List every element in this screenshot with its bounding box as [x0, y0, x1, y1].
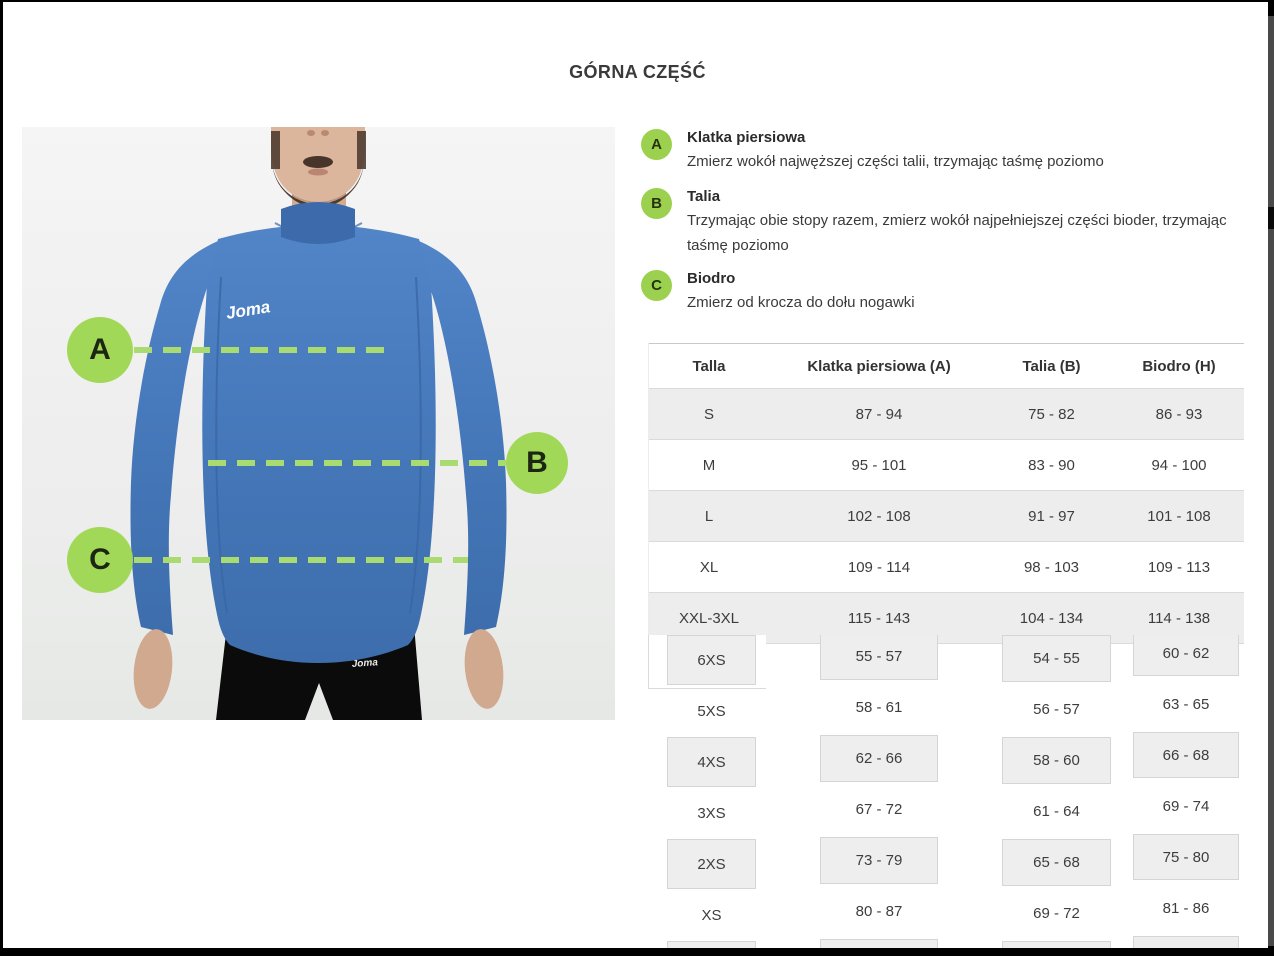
range-value: 86 - 93 — [1114, 388, 1244, 440]
marker-a: A — [67, 317, 133, 383]
model-illustration: Joma — [130, 127, 507, 720]
right-hand — [464, 629, 504, 709]
legend-title-b: Talia — [687, 188, 721, 205]
legend-circle-a: A — [641, 129, 672, 160]
range-value: 87 - 94 — [769, 388, 989, 440]
range-box: 81 - 86 — [1162, 899, 1210, 917]
range-box: 75 - 80 — [1133, 834, 1239, 880]
col-header-chest: Klatka piersiowa (A) — [769, 343, 989, 389]
shorts-logo: Joma — [351, 657, 378, 670]
size-label-box: 3XS — [697, 804, 726, 822]
cutoff-row-strip — [1133, 936, 1239, 948]
size-label: XL — [649, 541, 769, 593]
legend-item-b: B Talia Trzymając obie stopy razem, zmie… — [641, 186, 1241, 258]
collar — [281, 202, 355, 244]
col-header-waist: Talia (B) — [989, 343, 1114, 389]
col-header-size: Talla — [649, 343, 769, 389]
range-value: 91 - 97 — [989, 490, 1114, 542]
size-row: L 102 - 108 91 - 97 101 - 108 — [649, 490, 1244, 542]
size-label: L — [649, 490, 769, 542]
range-box: 58 - 61 — [855, 699, 903, 716]
range-value: 94 - 100 — [1114, 439, 1244, 491]
range-value: 95 - 101 — [769, 439, 989, 491]
cutoff-row-strip — [667, 941, 756, 948]
table-header-row: Talla Klatka piersiowa (A) Talia (B) Bio… — [649, 343, 1244, 389]
legend-desc-a: Zmierz wokół najwęższej części talii, tr… — [687, 153, 1104, 170]
range-box: 63 - 65 — [1162, 695, 1210, 713]
browser-scrollbar[interactable] — [1268, 2, 1274, 956]
range-box: 61 - 64 — [1033, 803, 1080, 820]
range-box: 73 - 79 — [820, 837, 938, 884]
dash-line-b — [208, 460, 506, 466]
dash-line-a — [134, 347, 386, 353]
legend-circle-b: B — [641, 188, 672, 219]
size-table: Talla Klatka piersiowa (A) Talia (B) Bio… — [648, 343, 1244, 644]
left-hand — [133, 629, 173, 709]
size-row: M 95 - 101 83 - 90 94 - 100 — [649, 439, 1244, 491]
range-value: 101 - 108 — [1114, 490, 1244, 542]
range-value: 83 - 90 — [989, 439, 1114, 491]
size-label-box: 5XS — [697, 702, 726, 720]
range-value: 98 - 103 — [989, 541, 1114, 593]
legend-desc-c: Zmierz od krocza do dołu nogawki — [687, 294, 915, 311]
legend-desc-b: Trzymając obie stopy razem, zmierz wokół… — [687, 212, 1227, 254]
size-label-box: 2XS — [667, 839, 756, 889]
legend-item-c: C Biodro Zmierz od krocza do dołu nogawk… — [641, 268, 1241, 315]
range-value: 102 - 108 — [769, 490, 989, 542]
range-box: 67 - 72 — [855, 801, 903, 818]
dash-line-c — [134, 557, 468, 563]
size-label-box: XS — [701, 906, 722, 924]
scrollbar-thumb[interactable] — [1268, 207, 1274, 229]
range-value: 109 - 114 — [769, 541, 989, 593]
range-box: 80 - 87 — [855, 903, 903, 920]
range-box: 69 - 74 — [1162, 797, 1210, 815]
size-label: M — [649, 439, 769, 491]
frame-bottom-bar — [3, 948, 1274, 956]
range-box: 60 - 62 — [1133, 635, 1239, 676]
size-row: S 87 - 94 75 - 82 86 - 93 — [649, 388, 1244, 440]
col-header-hip: Biodro (H) — [1114, 343, 1244, 389]
right-sleeve — [419, 241, 507, 635]
marker-c: C — [67, 527, 133, 593]
marker-b: B — [506, 432, 568, 494]
cutoff-row-strip — [1002, 941, 1111, 948]
range-box: 58 - 60 — [1002, 737, 1111, 784]
range-box: 62 - 66 — [820, 735, 938, 782]
range-value: 75 - 82 — [989, 388, 1114, 440]
legend-title-a: Klatka piersiowa — [687, 129, 806, 146]
size-label: S — [649, 388, 769, 440]
legend-item-a: A Klatka piersiowa Zmierz wokół najwęższ… — [641, 127, 1241, 174]
xs-size-grid: 6XS 55 - 57 54 - 55 60 - 62 5XS 58 - 61 56 - 5… — [648, 635, 1243, 948]
cutoff-row-strip — [820, 939, 938, 948]
range-box: 65 - 68 — [1002, 839, 1111, 886]
range-box: 69 - 72 — [1033, 905, 1080, 922]
range-box: 56 - 57 — [1033, 701, 1080, 718]
range-box: 54 - 55 — [1002, 635, 1111, 682]
range-box: 55 - 57 — [820, 635, 938, 680]
size-label-box: 6XS — [667, 635, 756, 685]
size-label-box: 4XS — [667, 737, 756, 787]
shirt-torso — [202, 225, 436, 663]
legend-title-c: Biodro — [687, 270, 736, 287]
range-box: 66 - 68 — [1133, 732, 1239, 778]
range-value: 109 - 113 — [1114, 541, 1244, 593]
legend-circle-c: C — [641, 270, 672, 301]
model-photo: Joma — [22, 127, 615, 720]
left-sleeve — [130, 241, 218, 635]
size-table-body: S 87 - 94 75 - 82 86 - 93 M 95 - 101 83 - 90 94… — [649, 388, 1244, 644]
size-row: XL 109 - 114 98 - 103 109 - 113 — [649, 541, 1244, 593]
page-title: GÓRNA CZĘŚĆ — [569, 62, 706, 82]
